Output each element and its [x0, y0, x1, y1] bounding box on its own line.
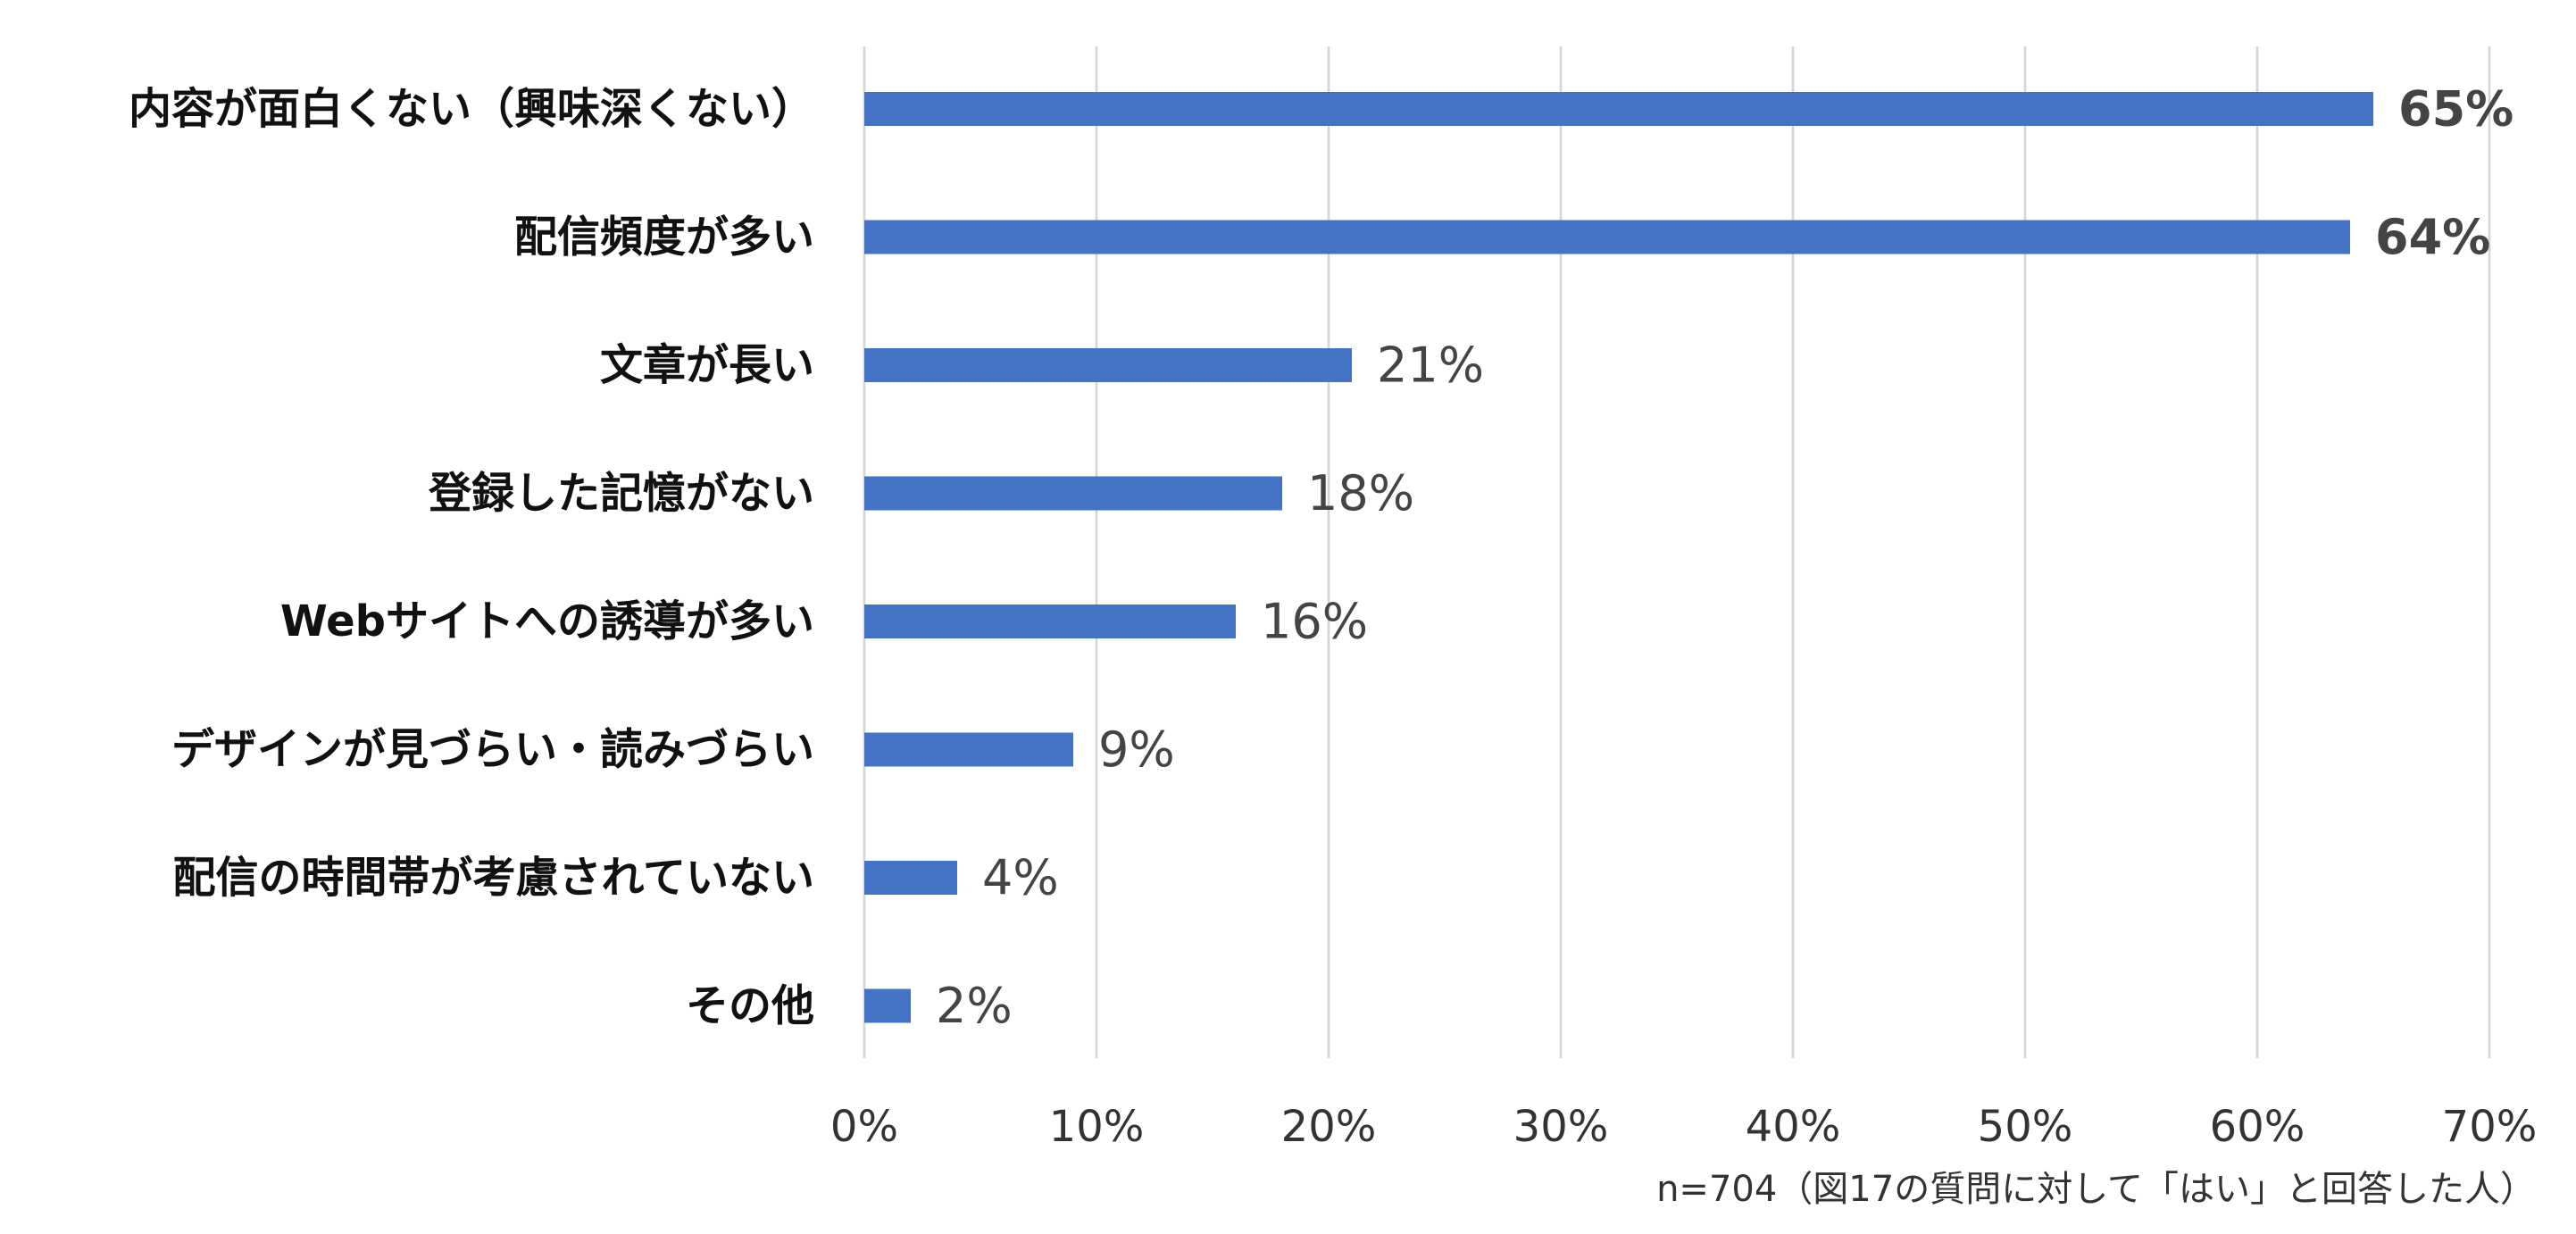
value-label-7: 2% — [936, 978, 1013, 1034]
value-label-1: 64% — [2375, 209, 2490, 265]
value-label-4: 16% — [1261, 594, 1368, 650]
value-label-0: 65% — [2398, 81, 2513, 138]
x-tick-label-30: 30% — [1513, 1102, 1609, 1152]
category-label-3: 登録した記憶がない — [428, 469, 814, 519]
category-label-5: デザインが見づらい・読みづらい — [171, 725, 814, 775]
x-tick-label-60: 60% — [2210, 1102, 2305, 1152]
x-tick-label-50: 50% — [1978, 1102, 2073, 1152]
bar-4 — [864, 604, 1236, 638]
category-label-1: 配信頻度が多い — [514, 213, 814, 263]
value-label-3: 18% — [1307, 465, 1414, 521]
bar-0 — [864, 92, 2373, 126]
value-label-2: 21% — [1377, 338, 1484, 394]
bar-2 — [864, 348, 1352, 382]
value-label-6: 4% — [982, 850, 1059, 906]
grid-lines — [863, 46, 2491, 1058]
bar-6 — [864, 861, 957, 895]
category-label-2: 文章が長い — [600, 340, 814, 390]
x-tick-label-70: 70% — [2442, 1102, 2538, 1152]
bar-5 — [864, 732, 1073, 767]
x-tick-label-10: 10% — [1049, 1102, 1145, 1152]
category-label-7: その他 — [686, 981, 814, 1031]
value-label-5: 9% — [1098, 721, 1175, 778]
sample-note: n=704（図17の質問に対して「はい」と回答した人） — [1656, 1169, 2536, 1210]
bar-3 — [864, 476, 1282, 511]
category-label-4: Webサイトへの誘導が多い — [280, 596, 814, 646]
x-tick-label-20: 20% — [1281, 1102, 1377, 1152]
value-labels: 65% 64% 21% 18% 16% 9% 4% 2% — [936, 81, 2513, 1035]
category-label-6: 配信の時間帯が考慮されていない — [172, 853, 814, 903]
x-axis-tick-labels: 0% 10% 20% 30% 40% 50% 60% 70% — [830, 1102, 2537, 1152]
x-tick-label-40: 40% — [1746, 1102, 1841, 1152]
bars — [864, 92, 2373, 1023]
x-tick-label-0: 0% — [830, 1102, 898, 1152]
bar-7 — [864, 988, 911, 1023]
category-label-0: 内容が面白くない（興味深くない） — [129, 84, 814, 134]
bar-1 — [864, 220, 2350, 254]
